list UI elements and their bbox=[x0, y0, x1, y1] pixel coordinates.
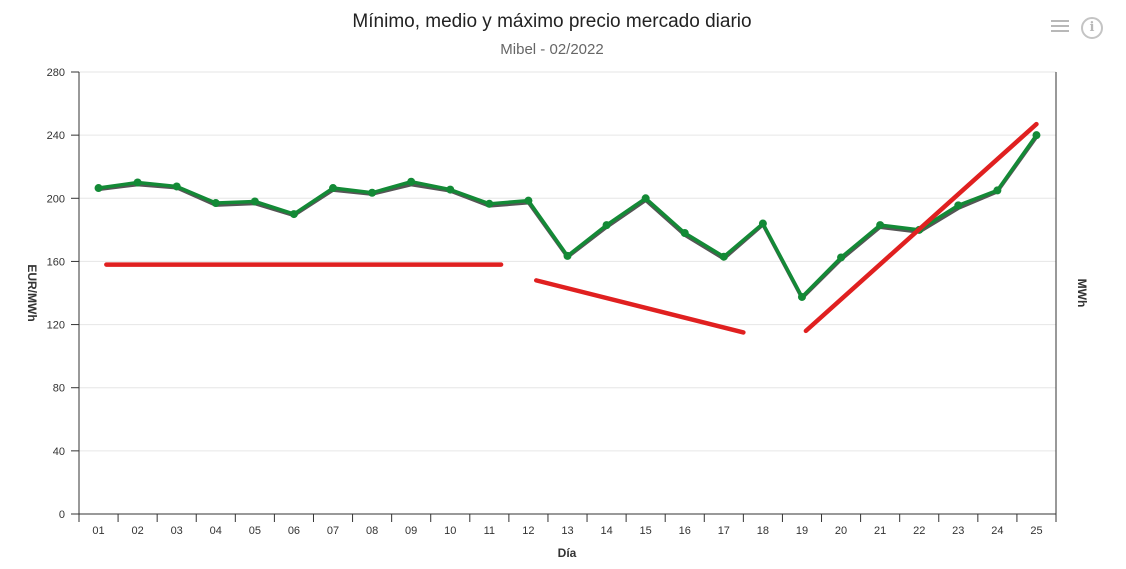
data-point bbox=[797, 292, 806, 301]
trend-annotations bbox=[104, 121, 1039, 335]
x-tick-label: 14 bbox=[600, 525, 612, 537]
x-tick-label: 04 bbox=[210, 525, 222, 537]
y-tick-label: 200 bbox=[47, 193, 65, 205]
x-tick-label: 01 bbox=[92, 525, 104, 537]
x-tick-label: 02 bbox=[131, 525, 143, 537]
x-tick-label: 08 bbox=[366, 525, 378, 537]
series-line-1 bbox=[97, 136, 1038, 301]
x-tick-label: 13 bbox=[561, 525, 573, 537]
data-point bbox=[524, 196, 533, 205]
y-tick-label: 120 bbox=[47, 320, 65, 332]
axes bbox=[71, 71, 1057, 522]
data-point bbox=[329, 184, 338, 193]
data-point bbox=[407, 177, 416, 186]
x-tick-label: 18 bbox=[757, 525, 769, 537]
y-tick-label: 0 bbox=[59, 509, 65, 521]
data-point bbox=[719, 252, 728, 261]
data-point bbox=[837, 253, 846, 262]
data-point bbox=[641, 194, 650, 203]
x-tick-label: 11 bbox=[484, 525, 495, 537]
data-point bbox=[758, 219, 767, 228]
trend-line bbox=[803, 121, 1039, 334]
data-point bbox=[94, 184, 103, 193]
data-point bbox=[289, 210, 298, 219]
series-lines bbox=[94, 131, 1041, 301]
chart-title: Mínimo, medio y máximo precio mercado di… bbox=[352, 11, 752, 32]
x-tick-label: 09 bbox=[405, 525, 417, 537]
x-tick-label: 20 bbox=[835, 525, 847, 537]
ticks: 0 40 80 120 160 200 240 280 01 02 03 04 05 06 07 08 09 10… bbox=[47, 67, 1043, 537]
x-tick-label: 10 bbox=[444, 525, 456, 537]
x-tick-label: 19 bbox=[796, 525, 808, 537]
x-tick-label: 24 bbox=[991, 525, 1003, 537]
grid-lines bbox=[79, 71, 1056, 452]
x-tick-label: 06 bbox=[288, 525, 300, 537]
data-point bbox=[172, 182, 181, 191]
x-tick-label: 03 bbox=[171, 525, 183, 537]
data-point bbox=[1032, 131, 1041, 140]
y-axis-title: EUR/MWh bbox=[25, 264, 39, 321]
y-tick-label: 80 bbox=[53, 383, 65, 395]
series-line-2 bbox=[96, 133, 1039, 299]
chart-subtitle: Mibel - 02/2022 bbox=[500, 41, 604, 58]
x-tick-label: 22 bbox=[913, 525, 925, 537]
x-tick-label: 12 bbox=[522, 525, 534, 537]
x-axis-title: Día bbox=[558, 546, 577, 560]
y-tick-label: 160 bbox=[47, 256, 65, 268]
x-tick-label: 25 bbox=[1030, 525, 1042, 537]
data-point bbox=[250, 197, 259, 206]
data-point bbox=[133, 178, 142, 187]
data-point bbox=[563, 251, 572, 260]
x-tick-label: 21 bbox=[874, 525, 886, 537]
x-tick-label: 17 bbox=[718, 525, 730, 537]
hamburger-menu-icon[interactable] bbox=[1050, 17, 1070, 37]
y-tick-label: 240 bbox=[47, 130, 65, 142]
data-point bbox=[954, 201, 963, 210]
y-axis-right-title: MWh bbox=[1075, 279, 1089, 308]
data-point bbox=[211, 199, 220, 208]
data-point bbox=[446, 185, 455, 194]
data-point bbox=[680, 229, 689, 238]
data-point bbox=[368, 188, 377, 197]
x-tick-label: 16 bbox=[679, 525, 691, 537]
y-tick-label: 40 bbox=[53, 446, 65, 458]
data-point bbox=[602, 221, 611, 230]
trend-line bbox=[533, 278, 746, 335]
info-circle-icon[interactable]: i bbox=[1081, 17, 1103, 39]
x-tick-label: 23 bbox=[952, 525, 964, 537]
y-tick-label: 280 bbox=[47, 67, 65, 79]
data-point bbox=[876, 221, 885, 230]
x-tick-label: 15 bbox=[640, 525, 652, 537]
data-point bbox=[485, 199, 494, 208]
x-tick-label: 07 bbox=[327, 525, 339, 537]
data-point bbox=[993, 186, 1002, 195]
x-tick-label: 05 bbox=[249, 525, 261, 537]
